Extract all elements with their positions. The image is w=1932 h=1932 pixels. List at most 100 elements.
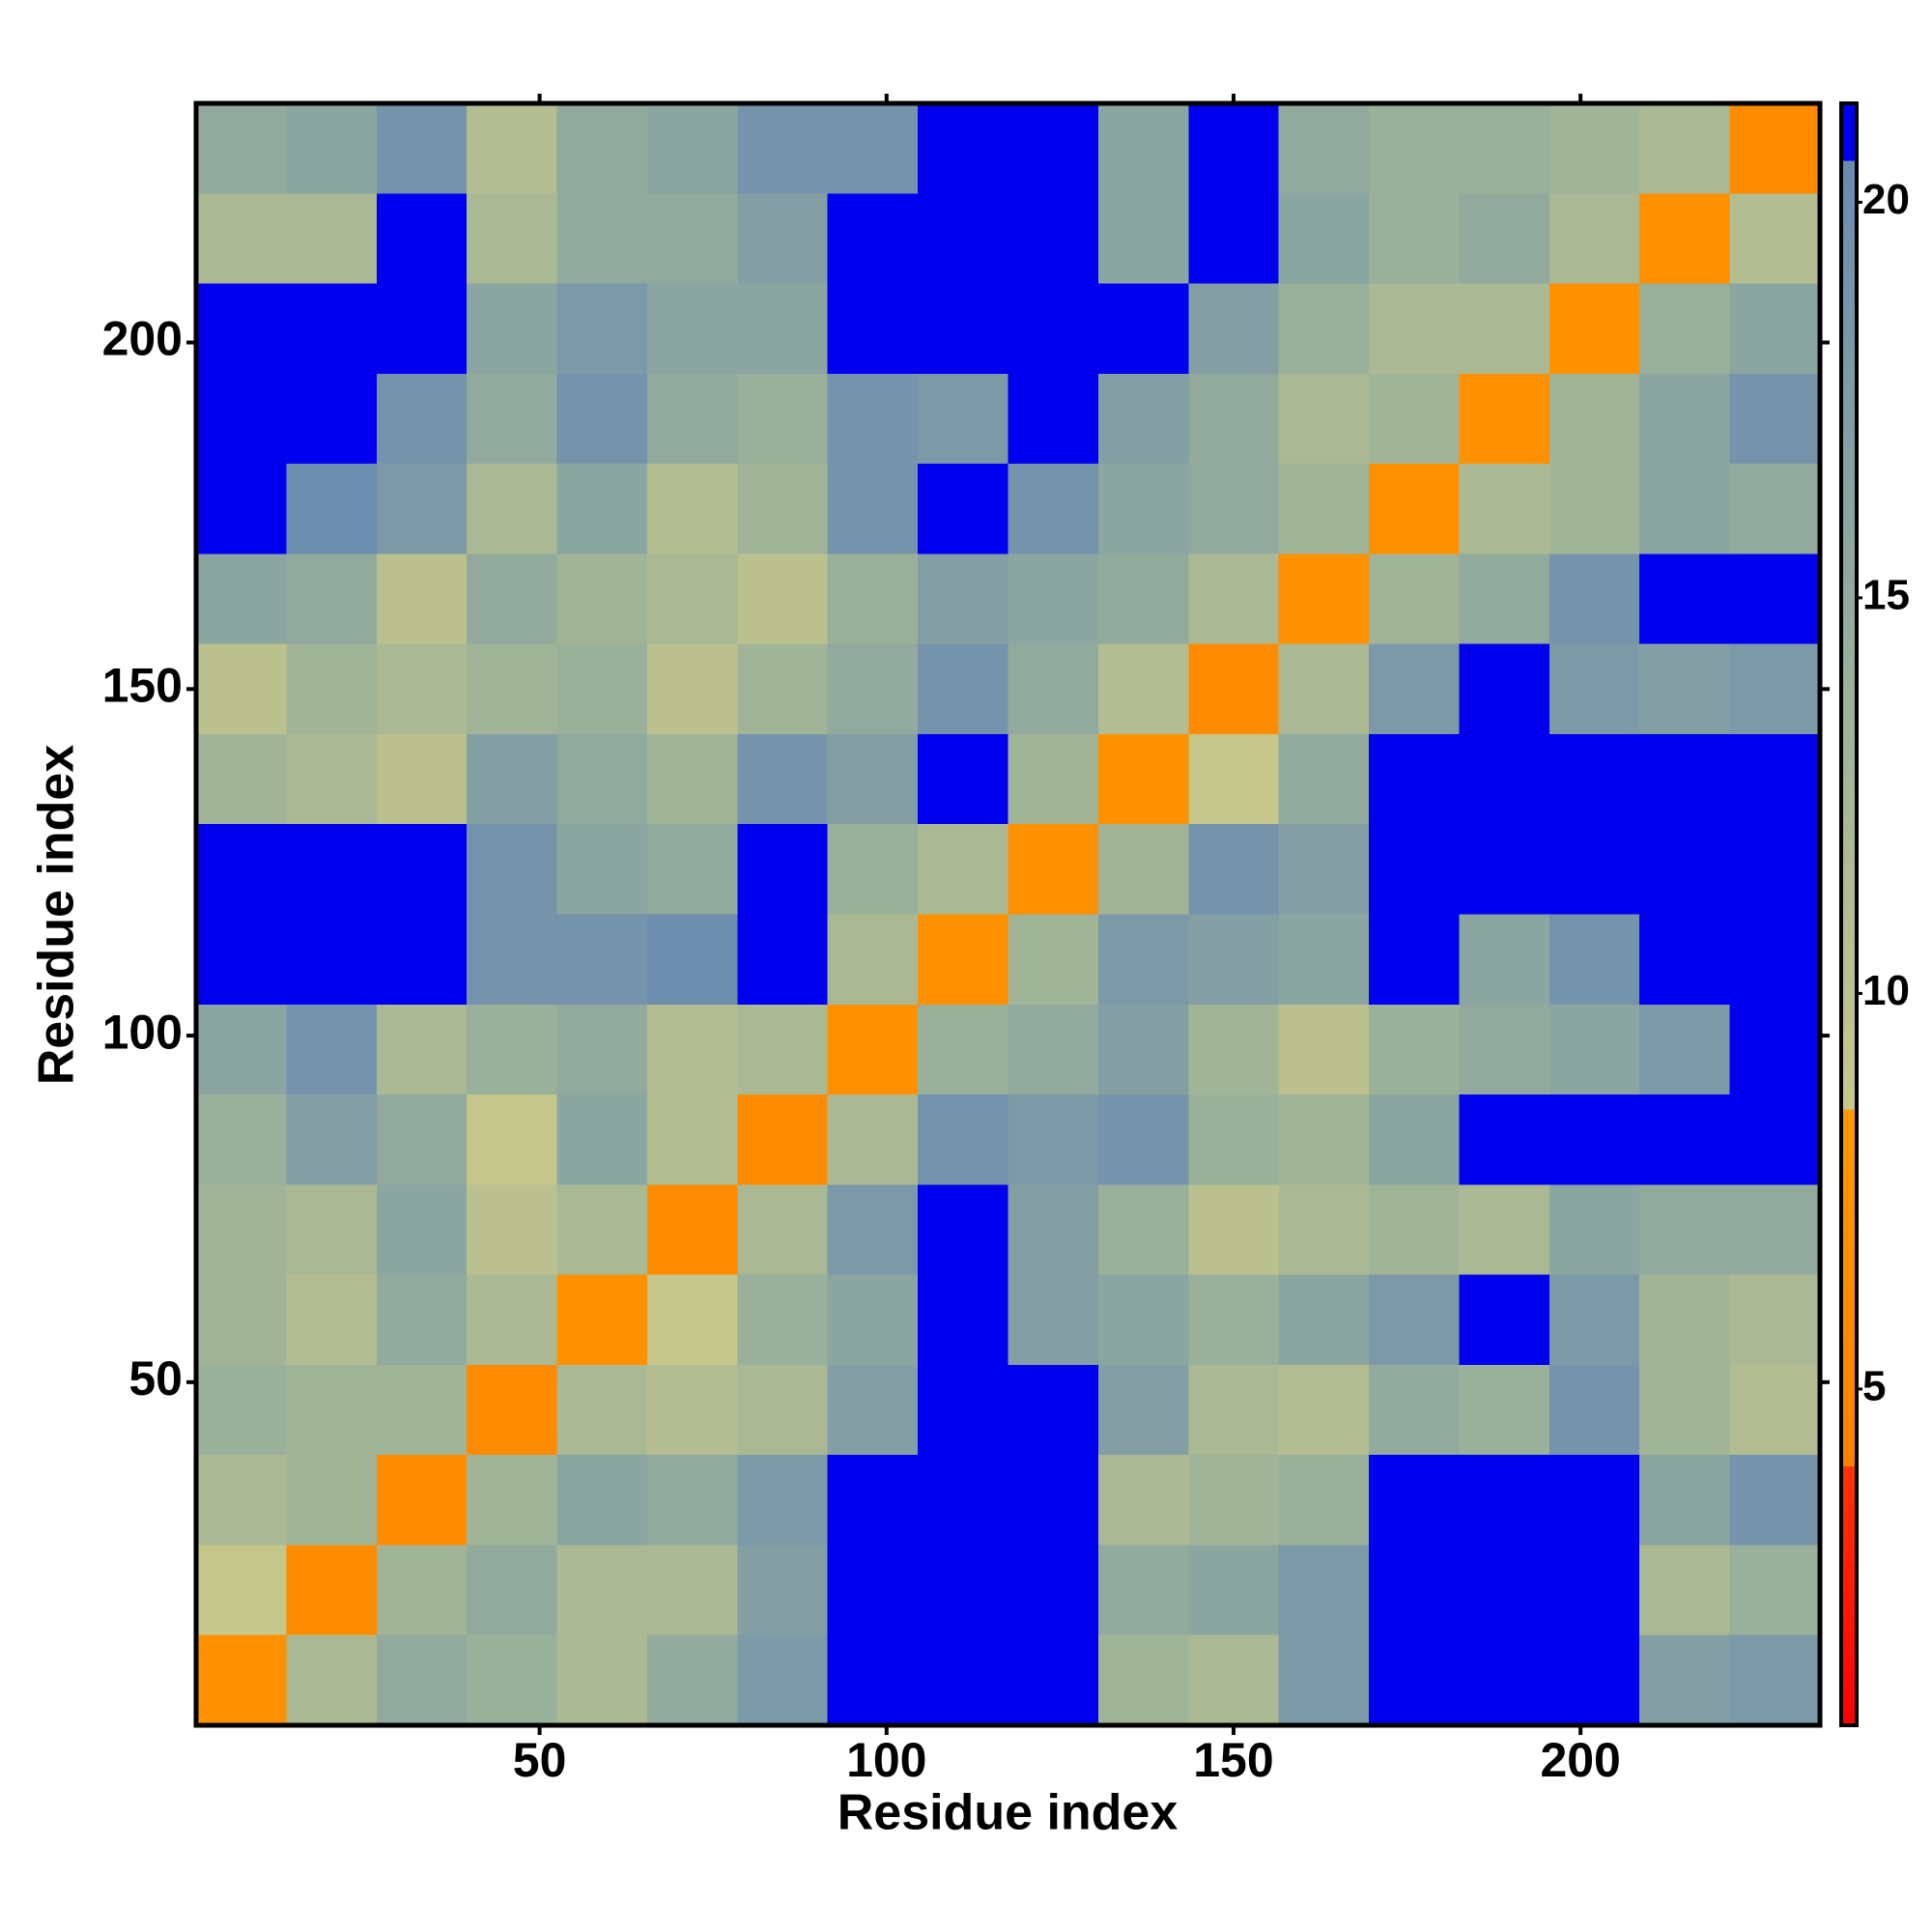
colorbar-segment — [1841, 1408, 1857, 1418]
heatmap-cell — [556, 1274, 647, 1365]
colorbar-segment — [1841, 1433, 1857, 1442]
heatmap-cell — [1188, 1094, 1279, 1185]
colorbar-segment — [1841, 1270, 1857, 1280]
heatmap-cell — [1729, 1004, 1820, 1095]
colorbar-segment — [1841, 825, 1857, 835]
heatmap-cell — [646, 1634, 738, 1725]
colorbar-segment — [1841, 460, 1857, 469]
colorbar-segment — [1841, 816, 1857, 826]
colorbar-segment — [1841, 727, 1857, 737]
heatmap-cell — [1188, 914, 1279, 1005]
heatmap-cell — [376, 464, 468, 554]
colorbar-segment — [1841, 468, 1857, 477]
colorbar-segment — [1841, 1522, 1857, 1532]
colorbar-segment — [1841, 897, 1857, 907]
colorbar-segment — [1841, 930, 1857, 940]
heatmap-cell — [1188, 1184, 1279, 1275]
heatmap-cell — [1548, 733, 1640, 825]
colorbar-segment — [1841, 1327, 1857, 1337]
colorbar-segment — [1841, 1635, 1857, 1645]
colorbar-segment — [1841, 111, 1857, 121]
heatmap-cell — [1188, 554, 1279, 644]
colorbar-segment — [1841, 833, 1857, 842]
colorbar-segment — [1841, 1246, 1857, 1256]
colorbar-segment — [1841, 1619, 1857, 1629]
colorbar-segment — [1841, 1554, 1857, 1564]
heatmap-cell — [1729, 283, 1820, 374]
colorbar-segment — [1841, 476, 1857, 486]
colorbar-segment — [1841, 1497, 1857, 1507]
heatmap-cell — [827, 1004, 919, 1095]
colorbar-segment — [1841, 1668, 1857, 1678]
heatmap-cell — [1459, 554, 1549, 644]
heatmap-cell — [1278, 1545, 1370, 1635]
colorbar-segment — [1841, 1449, 1857, 1459]
colorbar-segment — [1841, 866, 1857, 875]
heatmap-cell — [556, 643, 647, 734]
heatmap-cell — [918, 1184, 1009, 1275]
heatmap-cell — [827, 643, 919, 734]
heatmap-cell — [1548, 1274, 1640, 1365]
colorbar-segment — [1841, 752, 1857, 761]
heatmap-cell — [1188, 1545, 1279, 1635]
colorbar-segment — [1841, 451, 1857, 461]
colorbar-tick-label: 5 — [1862, 1363, 1886, 1410]
heatmap-cell — [1008, 1455, 1098, 1546]
heatmap-cell — [827, 1364, 919, 1456]
heatmap-cell — [646, 1364, 738, 1456]
colorbar-segment — [1841, 849, 1857, 859]
heatmap-cell — [1729, 1274, 1820, 1365]
heatmap-cell — [1369, 1545, 1460, 1635]
heatmap-cell — [1639, 1545, 1730, 1635]
heatmap-cell — [1639, 1184, 1730, 1275]
heatmap-cell — [1188, 1455, 1279, 1546]
colorbar-segment — [1841, 1384, 1857, 1394]
colorbar-segment — [1841, 1157, 1857, 1167]
heatmap-cell — [737, 464, 828, 554]
heatmap-cell — [1369, 103, 1460, 194]
heatmap-cell — [1369, 1094, 1460, 1185]
heatmap-cell — [1097, 1455, 1189, 1546]
colorbar-segment — [1841, 663, 1857, 672]
colorbar-segment — [1841, 1685, 1857, 1693]
heatmap-cell — [1008, 103, 1098, 194]
heatmap-cell — [286, 464, 377, 554]
colorbar-segment — [1841, 1676, 1857, 1686]
heatmap-cell — [1639, 1364, 1730, 1456]
heatmap-cell — [1097, 1545, 1189, 1635]
heatmap-cell — [737, 1004, 828, 1095]
heatmap-cell — [1008, 1274, 1098, 1365]
x-tick-label: 50 — [513, 1733, 567, 1787]
heatmap-cell — [1369, 824, 1460, 915]
heatmap-cell — [196, 554, 287, 644]
heatmap-cell — [196, 103, 287, 194]
colorbar-segment — [1841, 1692, 1857, 1702]
colorbar-segment — [1841, 1263, 1857, 1272]
heatmap-cell — [1459, 193, 1549, 284]
heatmap-cell — [646, 1004, 738, 1095]
colorbar-segment — [1841, 216, 1857, 226]
heatmap-cell — [1097, 1364, 1189, 1456]
colorbar-segment — [1841, 412, 1857, 420]
colorbar-segment — [1841, 914, 1857, 923]
heatmap-cell — [467, 464, 557, 554]
colorbar-segment — [1841, 573, 1857, 582]
heatmap-cell — [286, 643, 377, 734]
colorbar-segment — [1841, 492, 1857, 501]
heatmap-cell — [1639, 464, 1730, 554]
colorbar-segment — [1841, 840, 1857, 850]
heatmap-cell — [1369, 1634, 1460, 1725]
colorbar-segment — [1841, 890, 1857, 899]
heatmap-cell — [1729, 1545, 1820, 1635]
heatmap-cell — [1188, 1364, 1279, 1456]
colorbar-segment — [1841, 249, 1857, 259]
heatmap-cell — [1369, 914, 1460, 1005]
heatmap-cell — [1008, 1184, 1098, 1275]
heatmap-cell — [646, 193, 738, 284]
heatmap-cell — [1369, 643, 1460, 734]
heatmap-cell — [1188, 824, 1279, 915]
colorbar-segment — [1841, 1068, 1857, 1077]
colorbar-segment — [1841, 1255, 1857, 1264]
colorbar-segment — [1841, 589, 1857, 599]
